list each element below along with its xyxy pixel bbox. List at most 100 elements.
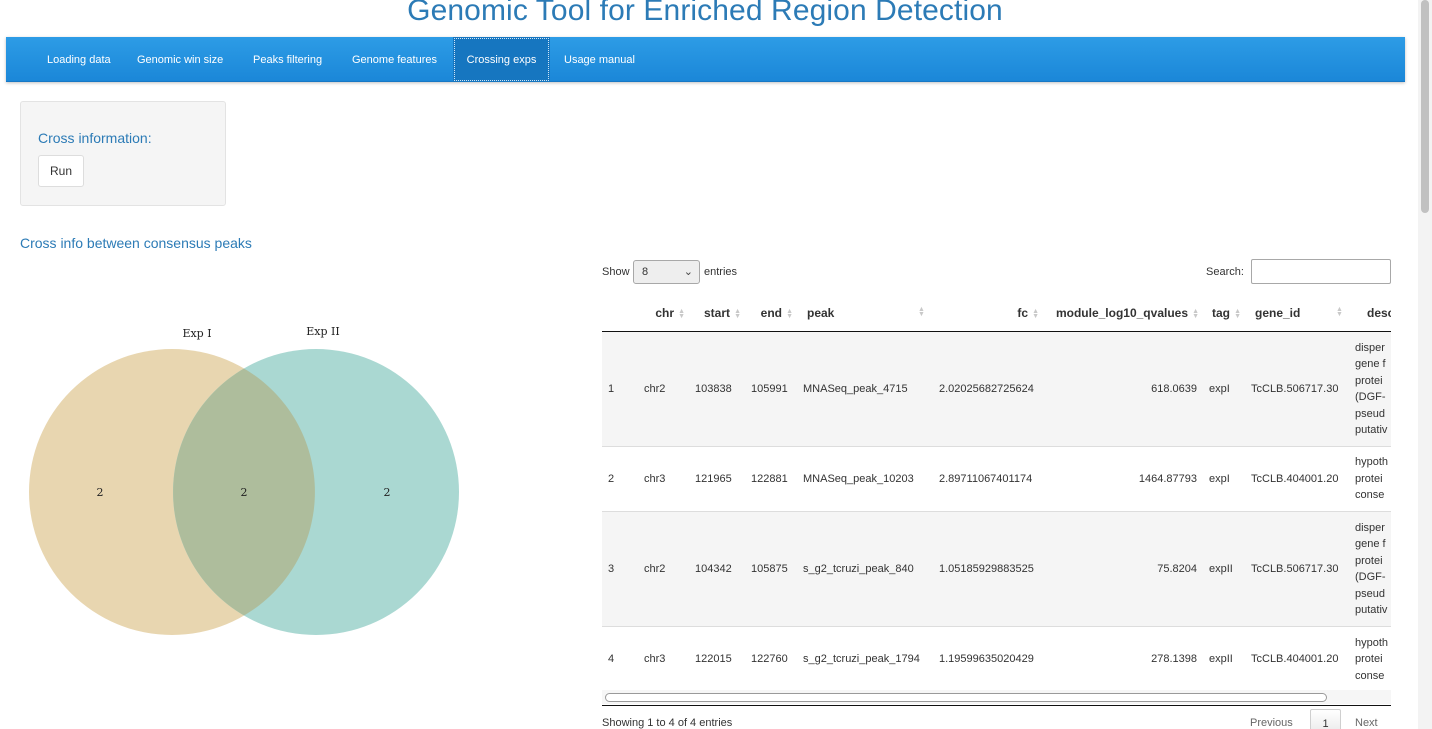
col-header-desc[interactable]: desc bbox=[1349, 296, 1391, 332]
previous-page-button[interactable]: Previous bbox=[1250, 717, 1293, 729]
sort-icon: ▲ ▼ bbox=[678, 308, 685, 321]
page-vertical-scrollbar[interactable] bbox=[1418, 0, 1432, 729]
next-page-button[interactable]: Next bbox=[1355, 717, 1378, 729]
cell-fc: 1.19599635020429 bbox=[933, 625, 1043, 690]
page-1-button[interactable]: 1 bbox=[1310, 709, 1341, 729]
table-info: Showing 1 to 4 of 4 entries bbox=[602, 717, 733, 729]
table-bottom-rule bbox=[602, 705, 1391, 706]
sort-icon: ▲ ▼ bbox=[1192, 308, 1199, 321]
cell-index: 4 bbox=[602, 625, 638, 690]
cell-index: 3 bbox=[602, 510, 638, 626]
cell-end: 122760 bbox=[745, 625, 797, 690]
cell-peak: MNASeq_peak_10203 bbox=[797, 445, 933, 511]
cell-desc: disper gene f protei (DGF-pseud putativ bbox=[1349, 331, 1391, 446]
cell-start: 104342 bbox=[689, 510, 745, 626]
navbar: Loading data Genomic win size Peaks filt… bbox=[6, 37, 1405, 82]
venn-count-overlap: 2 bbox=[241, 486, 248, 499]
cell-end: 122881 bbox=[745, 445, 797, 511]
cell-peak: s_g2_tcruzi_peak_840 bbox=[797, 510, 933, 626]
table-header-row: chr ▲ ▼ start ▲ ▼ end ▲ ▼ peak ▲ ▼ fc ▲ ▼ module_l… bbox=[602, 296, 1391, 332]
cell-start: 103838 bbox=[689, 331, 745, 446]
cell-chr: chr3 bbox=[638, 445, 689, 511]
chevron-down-icon: ⌄ bbox=[683, 266, 693, 278]
sort-icon: ▲ ▼ bbox=[918, 306, 925, 318]
cell-tag: expI bbox=[1203, 445, 1245, 511]
section-title: Cross info between consensus peaks bbox=[20, 235, 252, 251]
tab-usage-manual[interactable]: Usage manual bbox=[564, 54, 635, 66]
cell-qvalue: 75.8204 bbox=[1043, 510, 1203, 626]
cell-fc: 2.89711067401174 bbox=[933, 445, 1043, 511]
col-header-qvalues[interactable]: module_log10_qvalues ▲ ▼ bbox=[1043, 296, 1203, 332]
cell-chr: chr3 bbox=[638, 625, 689, 690]
show-label: Show bbox=[602, 266, 630, 278]
cell-tag: expII bbox=[1203, 625, 1245, 690]
search-input[interactable] bbox=[1251, 259, 1391, 284]
col-header-chr[interactable]: chr ▲ ▼ bbox=[638, 296, 689, 332]
sort-icon: ▲ ▼ bbox=[786, 308, 793, 321]
cell-chr: chr2 bbox=[638, 510, 689, 626]
col-header-tag[interactable]: tag ▲ ▼ bbox=[1203, 296, 1245, 332]
table-row[interactable]: 3 chr2 104342 105875 s_g2_tcruzi_peak_84… bbox=[602, 510, 1391, 626]
table-row[interactable]: 2 chr3 121965 122881 MNASeq_peak_10203 2… bbox=[602, 445, 1391, 511]
cell-gene-id: TcCLB.506717.30 bbox=[1245, 510, 1349, 626]
app-title: Genomic Tool for Enriched Region Detecti… bbox=[407, 0, 1003, 27]
col-header-end[interactable]: end ▲ ▼ bbox=[745, 296, 797, 332]
venn-label-exp-i: Exp I bbox=[182, 327, 211, 340]
page-length-select[interactable]: 8 ⌄ bbox=[633, 260, 700, 284]
cell-desc: hypoth protei conse bbox=[1349, 625, 1391, 690]
venn-label-exp-ii: Exp II bbox=[306, 325, 339, 338]
cell-start: 121965 bbox=[689, 445, 745, 511]
tab-loading-data[interactable]: Loading data bbox=[47, 54, 111, 66]
cell-fc: 2.02025682725624 bbox=[933, 331, 1043, 446]
cell-gene-id: TcCLB.404001.20 bbox=[1245, 625, 1349, 690]
sort-icon: ▲ ▼ bbox=[1032, 308, 1039, 321]
cell-chr: chr2 bbox=[638, 331, 689, 446]
table-row[interactable]: 1 chr2 103838 105991 MNASeq_peak_4715 2.… bbox=[602, 331, 1391, 446]
table-horizontal-scrollbar[interactable] bbox=[602, 690, 1391, 704]
scrollbar-thumb[interactable] bbox=[1421, 0, 1429, 213]
cell-tag: expII bbox=[1203, 510, 1245, 626]
sort-icon: ▲ ▼ bbox=[1234, 308, 1241, 321]
cell-fc: 1.05185929883525 bbox=[933, 510, 1043, 626]
col-header-start[interactable]: start ▲ ▼ bbox=[689, 296, 745, 332]
sort-icon: ▲ ▼ bbox=[734, 308, 741, 321]
cell-qvalue: 278.1398 bbox=[1043, 625, 1203, 690]
tab-peaks-filtering[interactable]: Peaks filtering bbox=[253, 54, 323, 66]
col-header-fc[interactable]: fc ▲ ▼ bbox=[933, 296, 1043, 332]
cross-info-panel: Cross information: Run bbox=[20, 101, 226, 206]
cell-end: 105991 bbox=[745, 331, 797, 446]
venn-count-only-exp-i: 2 bbox=[97, 486, 104, 499]
search-label: Search: bbox=[1206, 266, 1244, 278]
cell-desc: disper gene f protei (DGF-pseud putativ bbox=[1349, 510, 1391, 626]
cell-qvalue: 1464.87793 bbox=[1043, 445, 1203, 511]
run-button[interactable]: Run bbox=[38, 155, 84, 187]
tab-crossing-exps[interactable]: Crossing exps bbox=[453, 37, 550, 82]
venn-diagram: Exp I Exp II 2 2 2 bbox=[29, 325, 459, 635]
cell-index: 2 bbox=[602, 445, 638, 511]
panel-title: Cross information: bbox=[38, 130, 152, 146]
tab-genomic-win-size[interactable]: Genomic win size bbox=[137, 54, 224, 66]
cell-end: 105875 bbox=[745, 510, 797, 626]
cell-desc: hypoth protei conse bbox=[1349, 445, 1391, 511]
col-header-peak[interactable]: peak ▲ ▼ bbox=[797, 296, 933, 332]
venn-overlap bbox=[173, 368, 315, 616]
table-row[interactable]: 4 chr3 122015 122760 s_g2_tcruzi_peak_17… bbox=[602, 625, 1391, 690]
sort-icon: ▲ ▼ bbox=[1336, 306, 1343, 318]
cell-peak: s_g2_tcruzi_peak_1794 bbox=[797, 625, 933, 690]
col-header-index bbox=[602, 296, 638, 332]
scrollbar-thumb[interactable] bbox=[605, 693, 1327, 702]
cell-gene-id: TcCLB.404001.20 bbox=[1245, 445, 1349, 511]
venn-count-only-exp-ii: 2 bbox=[384, 486, 391, 499]
entries-label: entries bbox=[704, 266, 738, 278]
cell-qvalue: 618.0639 bbox=[1043, 331, 1203, 446]
cell-start: 122015 bbox=[689, 625, 745, 690]
cell-index: 1 bbox=[602, 331, 638, 446]
tab-genome-features[interactable]: Genome features bbox=[352, 54, 437, 66]
results-table: chr ▲ ▼ start ▲ ▼ end ▲ ▼ peak ▲ ▼ fc ▲ ▼ module_l… bbox=[602, 296, 1391, 690]
cell-tag: expI bbox=[1203, 331, 1245, 446]
col-header-gene-id[interactable]: gene_id ▲ ▼ bbox=[1245, 296, 1349, 332]
cell-peak: MNASeq_peak_4715 bbox=[797, 331, 933, 446]
page-length-value: 8 bbox=[642, 266, 649, 278]
data-table-scroll[interactable]: chr ▲ ▼ start ▲ ▼ end ▲ ▼ peak ▲ ▼ fc ▲ ▼ module_l… bbox=[602, 296, 1391, 690]
cell-gene-id: TcCLB.506717.30 bbox=[1245, 331, 1349, 446]
